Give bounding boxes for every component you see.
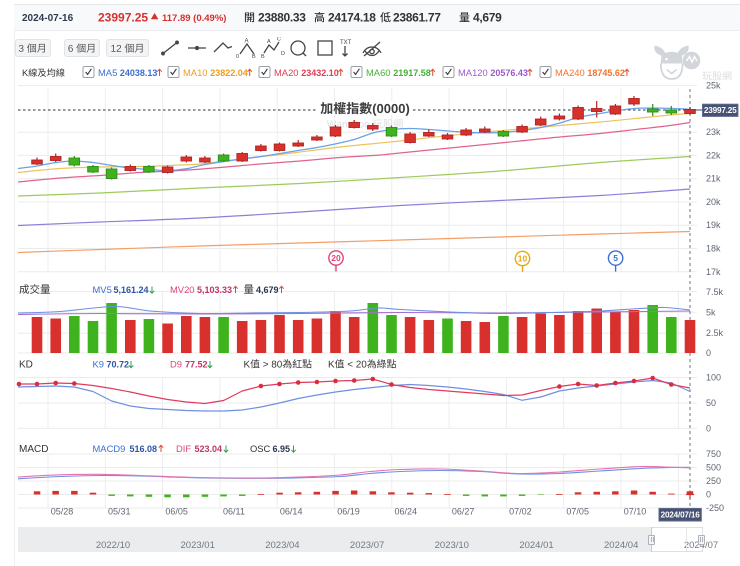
svg-text:MV5: MV5 [93, 284, 112, 295]
svg-text:23880.33: 23880.33 [258, 10, 306, 24]
svg-text:250: 250 [706, 476, 721, 486]
svg-text:20: 20 [331, 253, 341, 263]
svg-text:MACD: MACD [19, 444, 48, 455]
svg-text:K9: K9 [93, 359, 104, 370]
svg-text:0: 0 [706, 490, 711, 500]
svg-text:B: B [252, 54, 256, 59]
svg-text:19k: 19k [706, 220, 721, 230]
svg-text:07/05: 07/05 [566, 507, 589, 517]
svg-text:24038.13: 24038.13 [120, 68, 158, 78]
svg-text:MA10: MA10 [183, 67, 208, 78]
svg-text:B: B [261, 54, 265, 59]
svg-text:23k: 23k [706, 127, 721, 137]
svg-text:-250: -250 [706, 503, 724, 513]
svg-text:05/31: 05/31 [108, 507, 131, 517]
svg-text:25k: 25k [706, 81, 721, 91]
svg-text:750: 750 [706, 449, 721, 459]
svg-text:06/24: 06/24 [395, 507, 418, 517]
svg-text:07/10: 07/10 [624, 507, 647, 517]
svg-text:5: 5 [613, 253, 618, 263]
svg-text:23997.25: 23997.25 [704, 106, 737, 115]
svg-text:MA120: MA120 [458, 67, 488, 78]
svg-text:18k: 18k [706, 244, 721, 254]
svg-text:2024-07-16: 2024-07-16 [22, 13, 74, 24]
svg-text:23432.10: 23432.10 [301, 68, 339, 78]
svg-text:23861.77: 23861.77 [393, 10, 441, 24]
svg-text:22k: 22k [706, 150, 721, 160]
svg-text:06/05: 06/05 [165, 507, 188, 517]
svg-text:500: 500 [706, 463, 721, 473]
svg-text:07/02: 07/02 [509, 507, 532, 517]
svg-text:5,103.33: 5,103.33 [197, 285, 232, 295]
svg-text:DIF: DIF [176, 443, 191, 454]
svg-text:06/11: 06/11 [223, 507, 245, 517]
svg-text:TXT: TXT [340, 40, 352, 46]
svg-text:18745.62: 18745.62 [587, 68, 625, 78]
svg-text:50: 50 [706, 398, 716, 408]
svg-text:C: C [277, 37, 281, 43]
svg-text:7.5k: 7.5k [706, 287, 724, 297]
svg-text:20576.43: 20576.43 [490, 68, 528, 78]
svg-text:523.04: 523.04 [195, 444, 223, 454]
svg-text:2024/07/16: 2024/07/16 [661, 511, 701, 520]
svg-text:0: 0 [706, 423, 711, 433]
svg-text:MACD9: MACD9 [93, 443, 126, 454]
svg-text:4,679: 4,679 [256, 285, 279, 295]
svg-text:24174.18: 24174.18 [328, 10, 376, 24]
svg-text:0: 0 [236, 54, 239, 59]
svg-text:MA20: MA20 [274, 67, 299, 78]
svg-text:6.95: 6.95 [273, 444, 291, 454]
svg-text:06/14: 06/14 [280, 507, 303, 517]
svg-text:23822.04: 23822.04 [210, 68, 248, 78]
svg-text:21917.58: 21917.58 [393, 68, 431, 78]
svg-text:06/19: 06/19 [337, 507, 360, 517]
svg-text:516.08: 516.08 [130, 444, 158, 454]
svg-text:0: 0 [706, 348, 711, 358]
svg-text:OSC: OSC [250, 443, 271, 454]
svg-text:117.89 (0.49%): 117.89 (0.49%) [162, 13, 226, 24]
svg-text:4,679: 4,679 [473, 10, 502, 24]
svg-text:10: 10 [518, 254, 528, 264]
svg-text:MA60: MA60 [366, 67, 391, 78]
svg-text:77.52: 77.52 [185, 360, 208, 370]
svg-text:70.72: 70.72 [107, 360, 130, 370]
svg-text:A: A [245, 39, 249, 45]
svg-text:23997.25: 23997.25 [98, 11, 148, 25]
svg-text:A: A [267, 39, 271, 45]
svg-text:20k: 20k [706, 197, 721, 207]
svg-text:2.5k: 2.5k [706, 328, 724, 338]
svg-text:KD: KD [19, 360, 33, 371]
svg-text:MV20: MV20 [170, 284, 195, 295]
svg-text:5k: 5k [706, 307, 716, 317]
svg-text:5,161.24: 5,161.24 [114, 285, 149, 295]
svg-text:D9: D9 [170, 359, 182, 370]
svg-text:21k: 21k [706, 174, 721, 184]
svg-text:MA240: MA240 [555, 67, 585, 78]
svg-text:06/27: 06/27 [452, 507, 475, 517]
svg-text:D: D [281, 51, 285, 57]
svg-text:17k: 17k [706, 267, 721, 277]
svg-text:05/28: 05/28 [51, 507, 74, 517]
svg-text:MA5: MA5 [98, 67, 117, 78]
svg-text:100: 100 [706, 373, 721, 383]
